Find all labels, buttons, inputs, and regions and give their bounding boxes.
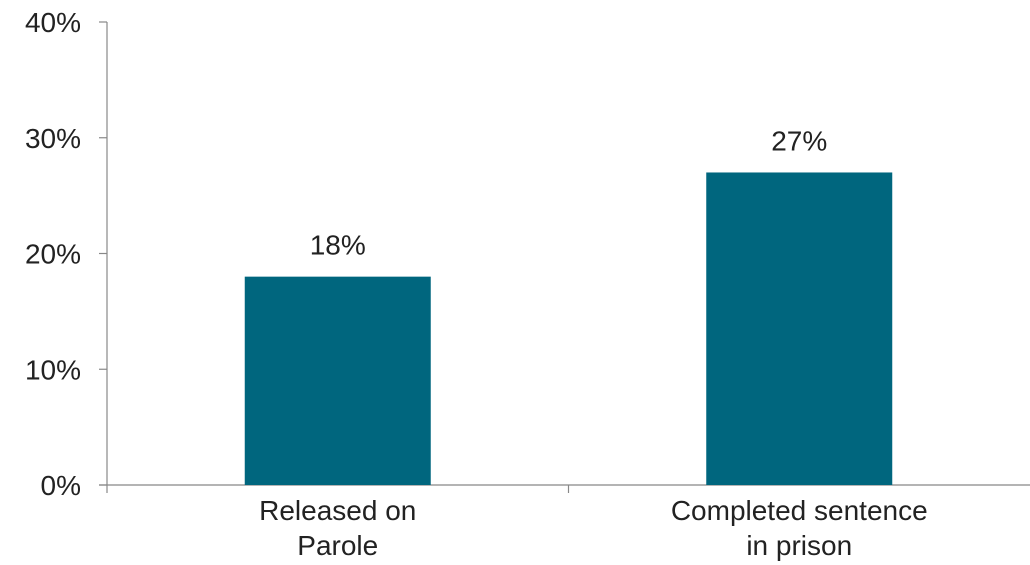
y-tick-label: 0% (41, 470, 81, 501)
y-axis: 0% 10% 20% 30% 40% (25, 7, 108, 501)
data-label: 18% (310, 230, 366, 261)
x-category-label: Released on Parole (259, 495, 416, 561)
y-tick-label: 10% (25, 354, 81, 385)
x-category-label-line: in prison (746, 530, 852, 561)
bars (244, 172, 893, 485)
x-axis: Released on Parole Completed sentence in pr… (99, 484, 1030, 561)
data-labels: 18% 27% (310, 125, 828, 260)
y-tick-label: 20% (25, 239, 81, 270)
bar (244, 276, 431, 485)
x-category-label-line: Released on (259, 495, 416, 526)
x-category-label: Completed sentence in prison (671, 495, 928, 561)
bar (706, 172, 893, 485)
data-label: 27% (771, 125, 827, 156)
y-tick-label: 40% (25, 7, 81, 38)
x-category-label-line: Parole (297, 530, 378, 561)
x-category-label-line: Completed sentence (671, 495, 928, 526)
y-tick-label: 30% (25, 123, 81, 154)
